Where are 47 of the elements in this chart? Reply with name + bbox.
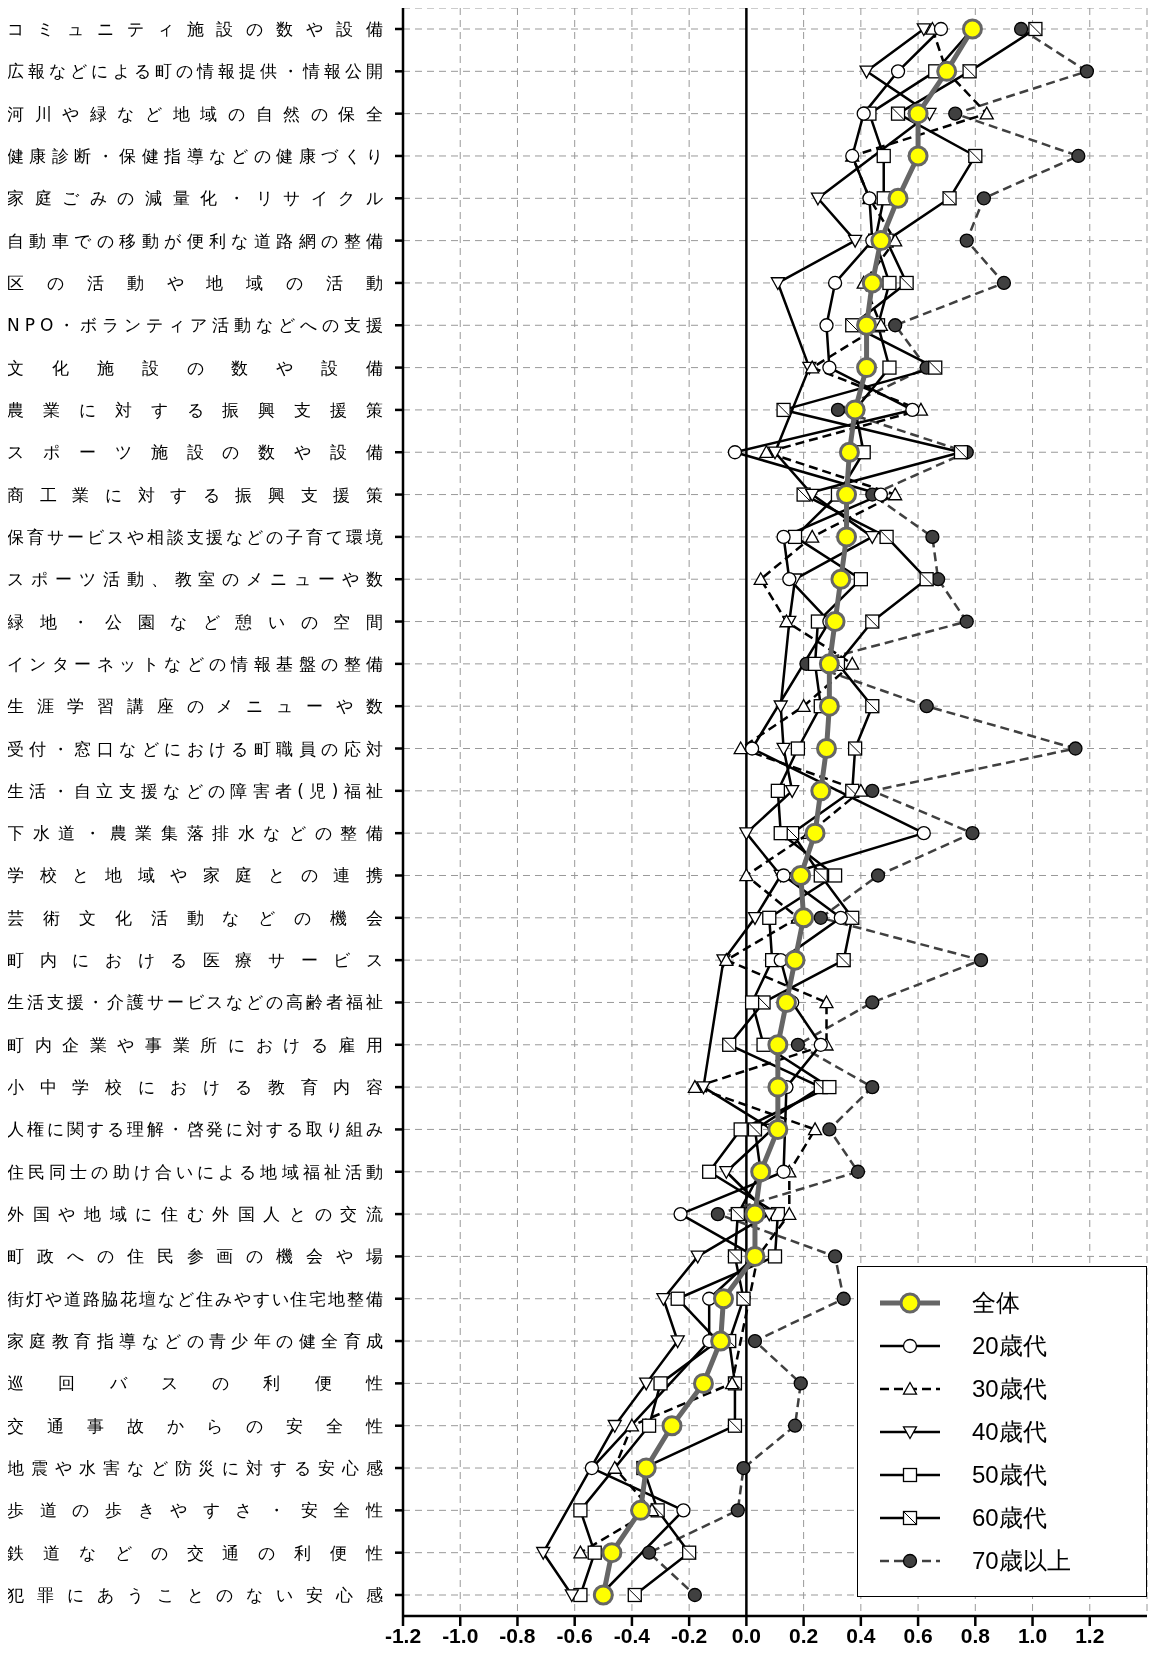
y-tick-label: NPO・ボランティア活動などへの支援 (7, 315, 383, 336)
y-tick-label: 農業に対する振興支援策 (7, 399, 383, 420)
x-tick-label: 1.0 (1017, 1623, 1048, 1647)
y-tick-label: コミュニティ施設の数や設備 (7, 19, 383, 39)
x-tick-label: 0.8 (960, 1623, 991, 1647)
x-tick-label: -0.6 (556, 1623, 593, 1647)
y-tick-label: 区の活動や地域の活動 (7, 272, 383, 293)
x-tick-label: -0.8 (499, 1623, 536, 1647)
y-tick-label: 町政への住民参画の機会や場 (7, 1246, 383, 1267)
x-tick-label: -0.4 (613, 1623, 651, 1647)
y-tick-label: 広報などによる町の情報提供・情報公開 (7, 61, 383, 82)
y-tick-label: 小中学校における教育内容 (7, 1077, 383, 1098)
y-tick-label: 犯罪にあうことのない安心感 (7, 1585, 383, 1605)
x-tick-label: 1.2 (1075, 1623, 1105, 1647)
x-tick-label: 0.6 (903, 1623, 933, 1647)
y-tick-label: スポーツ施設の数や設備 (7, 442, 383, 463)
legend-label: 全体 (972, 1287, 1020, 1318)
legend-label: 20歳代 (972, 1330, 1047, 1361)
y-tick-label: 町内企業や事業所における雇用 (7, 1034, 383, 1055)
x-tick-label: 0.4 (846, 1623, 876, 1647)
y-tick-label: 河川や緑など地域の自然の保全 (7, 103, 383, 124)
y-tick-label: 人権に関する理解・啓発に対する取り組み (7, 1119, 383, 1140)
legend-label: 40歳代 (972, 1416, 1047, 1447)
x-tick-label: -1.0 (442, 1623, 479, 1647)
legend-label: 50歳代 (972, 1459, 1047, 1490)
y-tick-label: 商工業に対する振興支援策 (7, 484, 383, 505)
y-tick-label: 下水道・農業集落排水などの整備 (7, 823, 383, 844)
legend-label: 30歳代 (972, 1373, 1047, 1404)
y-tick-label: 受付・窓口などにおける町職員の応対 (7, 738, 383, 759)
y-tick-label: 巡回バスの利便性 (7, 1373, 383, 1394)
y-tick-label: 文化施設の数や設備 (7, 357, 383, 378)
y-tick-label: スポーツ活動、教室のメニューや数 (7, 569, 383, 590)
x-tick-label: 0.2 (789, 1623, 819, 1647)
x-tick-label: -1.2 (384, 1623, 422, 1647)
x-tick-label: -0.2 (671, 1623, 708, 1647)
y-tick-label: 学校と地域や家庭との連携 (7, 865, 383, 886)
y-tick-label: 家庭教育指導などの青少年の健全育成 (7, 1331, 383, 1352)
y-tick-label: 家庭ごみの減量化・リサイクル (7, 188, 383, 209)
y-tick-label: 歩道の歩きやすさ・安全性 (7, 1500, 383, 1521)
x-tick-label: 0.0 (731, 1623, 761, 1647)
y-tick-label: インターネットなどの情報基盤の整備 (7, 653, 383, 674)
y-tick-label: 交通事故からの安全性 (7, 1415, 383, 1436)
y-tick-label: 自動車での移動が便利な道路網の整備 (7, 230, 383, 251)
legend-label: 60歳代 (972, 1502, 1047, 1533)
y-tick-label: 町内における医療サービス (7, 950, 383, 971)
y-tick-label: 芸術文化活動などの機会 (7, 907, 383, 928)
legend-label: 70歳以上 (972, 1545, 1071, 1576)
